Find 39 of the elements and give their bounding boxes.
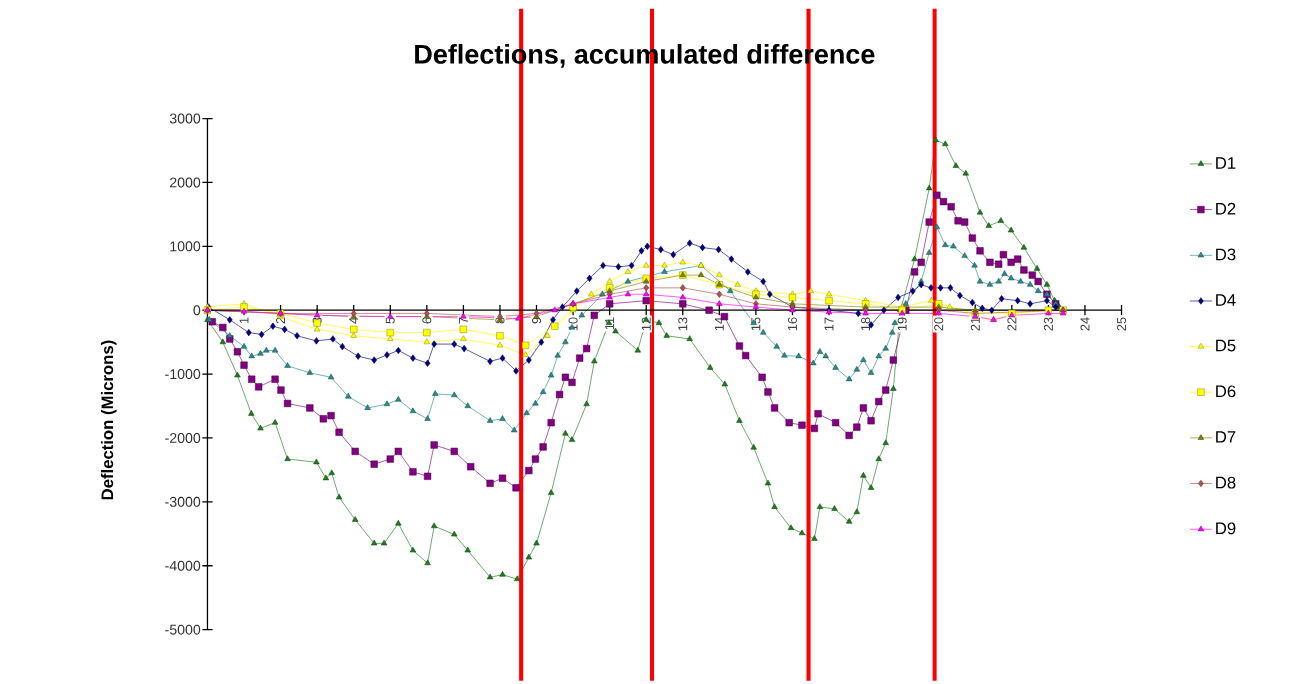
legend-label: D1 (1216, 157, 1236, 169)
y-tick-label: -2000 (165, 433, 201, 444)
x-tick-label: 13 (678, 317, 688, 331)
x-tick-label: 23 (1043, 317, 1053, 331)
y-tick-label: 0 (193, 305, 201, 316)
legend-label: D8 (1216, 476, 1236, 489)
y-tick-label: -1000 (165, 369, 201, 380)
y-tick-label: -3000 (165, 497, 201, 508)
legend-label: D9 (1216, 522, 1236, 535)
x-tick-label: 20 (934, 317, 944, 331)
x-tick-label: 9 (531, 317, 542, 324)
x-tick-label: 5 (385, 317, 395, 324)
x-tick-label: 7 (458, 317, 468, 324)
x-tick-label: 19 (897, 317, 907, 331)
legend-label: D5 (1216, 340, 1236, 352)
y-tick-label: 3000 (169, 113, 201, 124)
x-tick-label: 2 (276, 317, 286, 324)
legend-label: D6 (1216, 385, 1236, 398)
x-tick-label: 16 (787, 317, 798, 331)
y-tick-label: -4000 (165, 560, 201, 571)
x-tick-label: 1 (239, 317, 249, 324)
x-tick-label: 24 (1080, 317, 1090, 331)
x-tick-label: 6 (422, 317, 432, 324)
x-tick-label: 22 (1007, 317, 1017, 331)
x-tick-label: 25 (1116, 317, 1127, 331)
legend-label: D3 (1216, 248, 1236, 261)
y-axis-title: Deflection (Microns) (100, 340, 117, 500)
y-tick-label: -5000 (165, 624, 201, 635)
legend-label: D4 (1216, 294, 1236, 306)
x-tick-label: 17 (824, 317, 834, 331)
x-tick-label: 4 (349, 317, 359, 324)
x-tick-label: 11 (605, 317, 615, 330)
y-tick-label: 1000 (170, 241, 201, 252)
x-tick-label: 18 (861, 317, 871, 331)
x-tick-label: 14 (714, 317, 724, 331)
x-tick-label: 21 (970, 317, 980, 331)
legend-label: D7 (1216, 431, 1236, 443)
y-tick-label: 2000 (170, 177, 201, 188)
legend-label: D2 (1216, 202, 1236, 215)
